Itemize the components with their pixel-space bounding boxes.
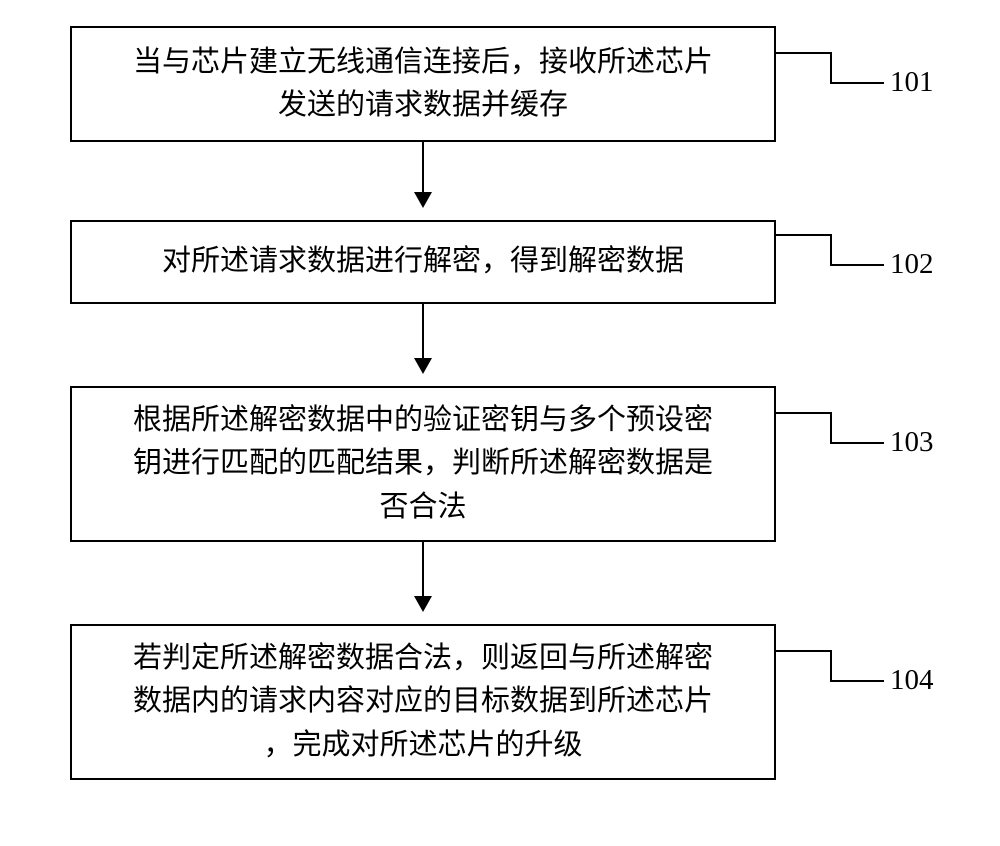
flowchart-node-2: 对所述请求数据进行解密，得到解密数据 xyxy=(70,220,776,304)
connector-2-v xyxy=(830,234,832,264)
node-text: 若判定所述解密数据合法，则返回与所述解密 数据内的请求内容对应的目标数据到所述芯… xyxy=(133,637,713,768)
node-text: 根据所述解密数据中的验证密钥与多个预设密 钥进行匹配的匹配结果，判断所述解密数据… xyxy=(133,399,713,530)
connector-1-v xyxy=(830,52,832,82)
connector-4-h xyxy=(776,650,830,652)
connector-3-h xyxy=(776,412,830,414)
step-label-103: 103 xyxy=(890,426,934,459)
flowchart-node-1: 当与芯片建立无线通信连接后，接收所述芯片 发送的请求数据并缓存 xyxy=(70,26,776,142)
flowchart-node-3: 根据所述解密数据中的验证密钥与多个预设密 钥进行匹配的匹配结果，判断所述解密数据… xyxy=(70,386,776,542)
connector-2-h2 xyxy=(830,264,884,266)
node-text: 对所述请求数据进行解密，得到解密数据 xyxy=(162,240,684,284)
connector-4-h2 xyxy=(830,680,884,682)
connector-3-v xyxy=(830,412,832,442)
arrow-1 xyxy=(422,142,424,206)
connector-4-v xyxy=(830,650,832,680)
flowchart-node-4: 若判定所述解密数据合法，则返回与所述解密 数据内的请求内容对应的目标数据到所述芯… xyxy=(70,624,776,780)
connector-3-h2 xyxy=(830,442,884,444)
step-label-104: 104 xyxy=(890,664,934,697)
arrow-3 xyxy=(422,542,424,610)
connector-2-h xyxy=(776,234,830,236)
connector-1-h xyxy=(776,52,830,54)
step-label-102: 102 xyxy=(890,248,934,281)
arrow-2 xyxy=(422,304,424,372)
connector-1-h2 xyxy=(830,82,884,84)
step-label-101: 101 xyxy=(890,66,934,99)
node-text: 当与芯片建立无线通信连接后，接收所述芯片 发送的请求数据并缓存 xyxy=(133,41,713,128)
